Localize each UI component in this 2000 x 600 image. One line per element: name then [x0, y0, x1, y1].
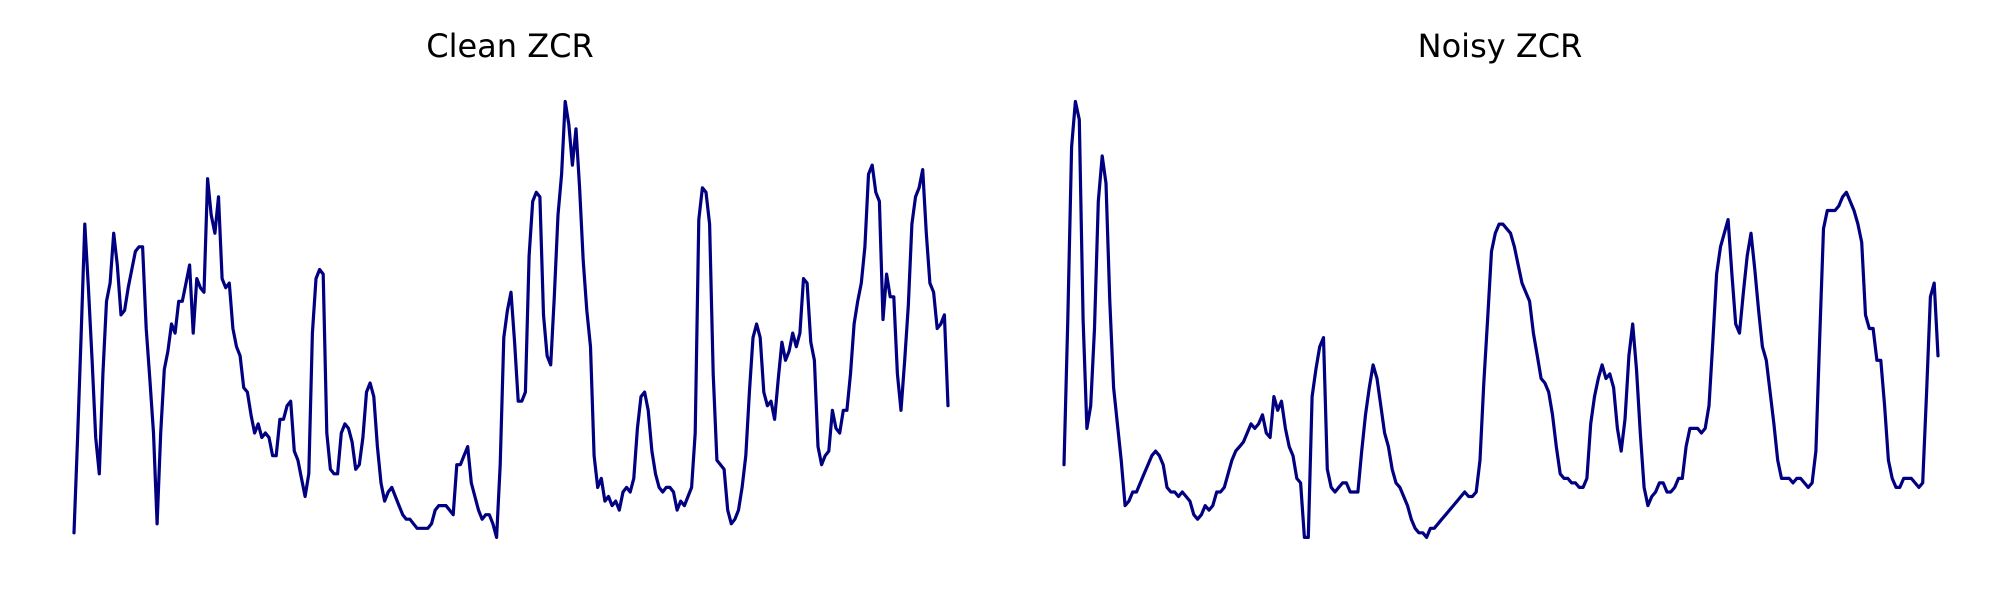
clean-zcr-title: Clean ZCR	[426, 27, 593, 65]
clean-zcr-panel: Clean ZCR	[72, 27, 950, 540]
noisy-zcr-title: Noisy ZCR	[1418, 27, 1583, 65]
noisy-zcr-series-line	[1062, 99, 1940, 540]
clean-zcr-series-line	[72, 99, 950, 540]
noisy-zcr-panel: Noisy ZCR	[1062, 27, 1940, 540]
